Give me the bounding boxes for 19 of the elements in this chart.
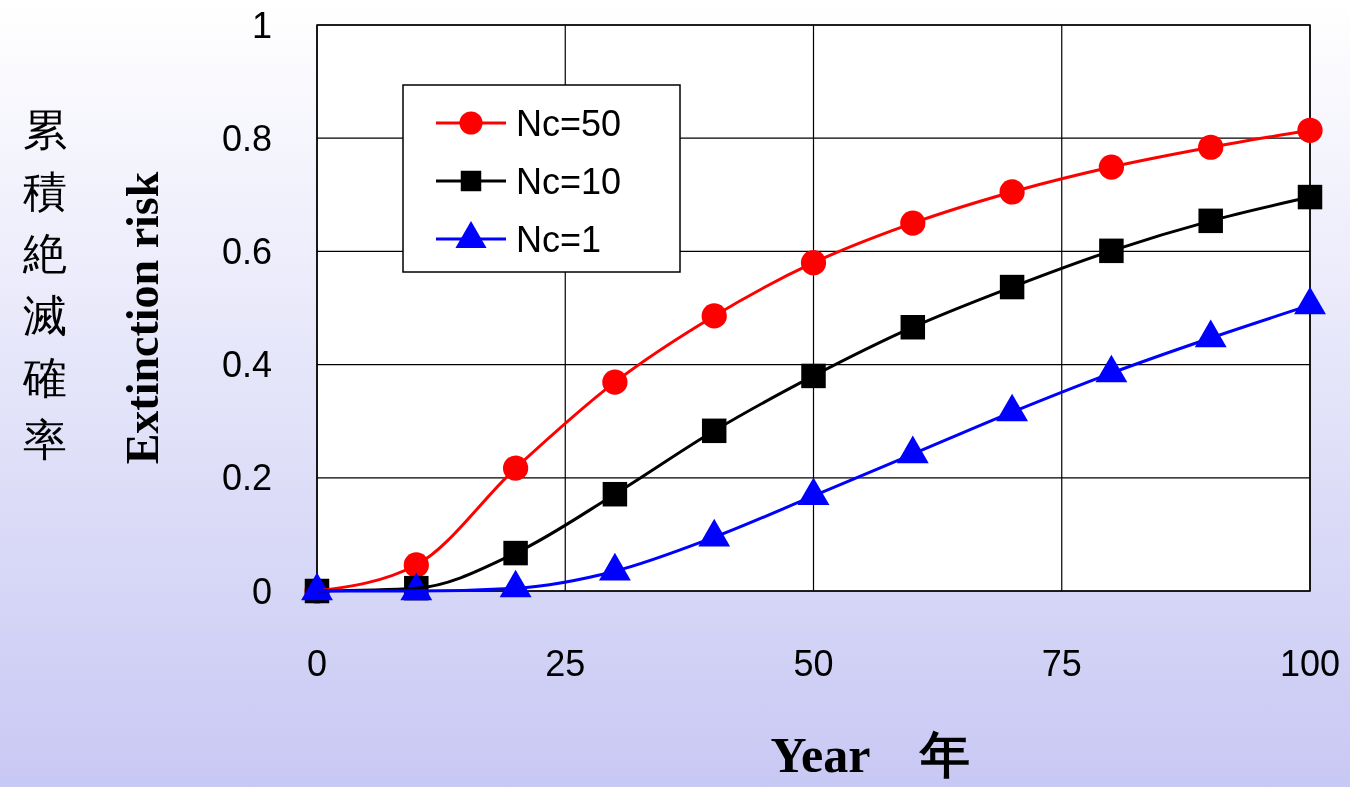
y-tick-label: 0.2 — [221, 457, 272, 499]
y-tick-label: 0.6 — [221, 231, 272, 272]
x-tick-label: 100 — [1279, 643, 1341, 684]
x-tick-label: 50 — [793, 643, 834, 684]
x-tick-label: 75 — [1041, 643, 1082, 684]
y-axis-title: Extinction risk — [117, 171, 168, 465]
legend-label: Nc=10 — [516, 160, 622, 202]
x-axis-title: Year 年 — [770, 727, 970, 783]
y-tick-label: 0 — [251, 570, 272, 612]
point — [1297, 117, 1323, 143]
y-tick-label: 1 — [251, 4, 272, 46]
x-tick-label: 25 — [545, 643, 586, 684]
legend-label: Nc=1 — [516, 218, 602, 260]
y-tick-label: 0.4 — [221, 344, 272, 386]
legend-label: Nc=50 — [516, 102, 622, 144]
point — [1297, 184, 1323, 210]
x-tick-label: 0 — [306, 643, 328, 684]
text: 累積絶滅確率 — [22, 104, 67, 465]
y-tick-label: 0.8 — [221, 117, 272, 159]
